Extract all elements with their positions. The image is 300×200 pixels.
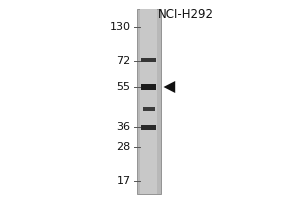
Bar xyxy=(141,58,156,62)
Text: 36: 36 xyxy=(116,122,130,132)
Bar xyxy=(141,125,156,130)
Polygon shape xyxy=(164,81,175,93)
Text: 130: 130 xyxy=(110,22,130,32)
Bar xyxy=(141,84,156,90)
Text: NCI-H292: NCI-H292 xyxy=(158,8,214,21)
Bar xyxy=(140,9,157,194)
Text: 72: 72 xyxy=(116,56,130,66)
Text: 55: 55 xyxy=(116,82,130,92)
Text: 28: 28 xyxy=(116,142,130,152)
Text: 17: 17 xyxy=(116,176,130,186)
Bar xyxy=(136,9,160,194)
Bar xyxy=(142,107,154,111)
